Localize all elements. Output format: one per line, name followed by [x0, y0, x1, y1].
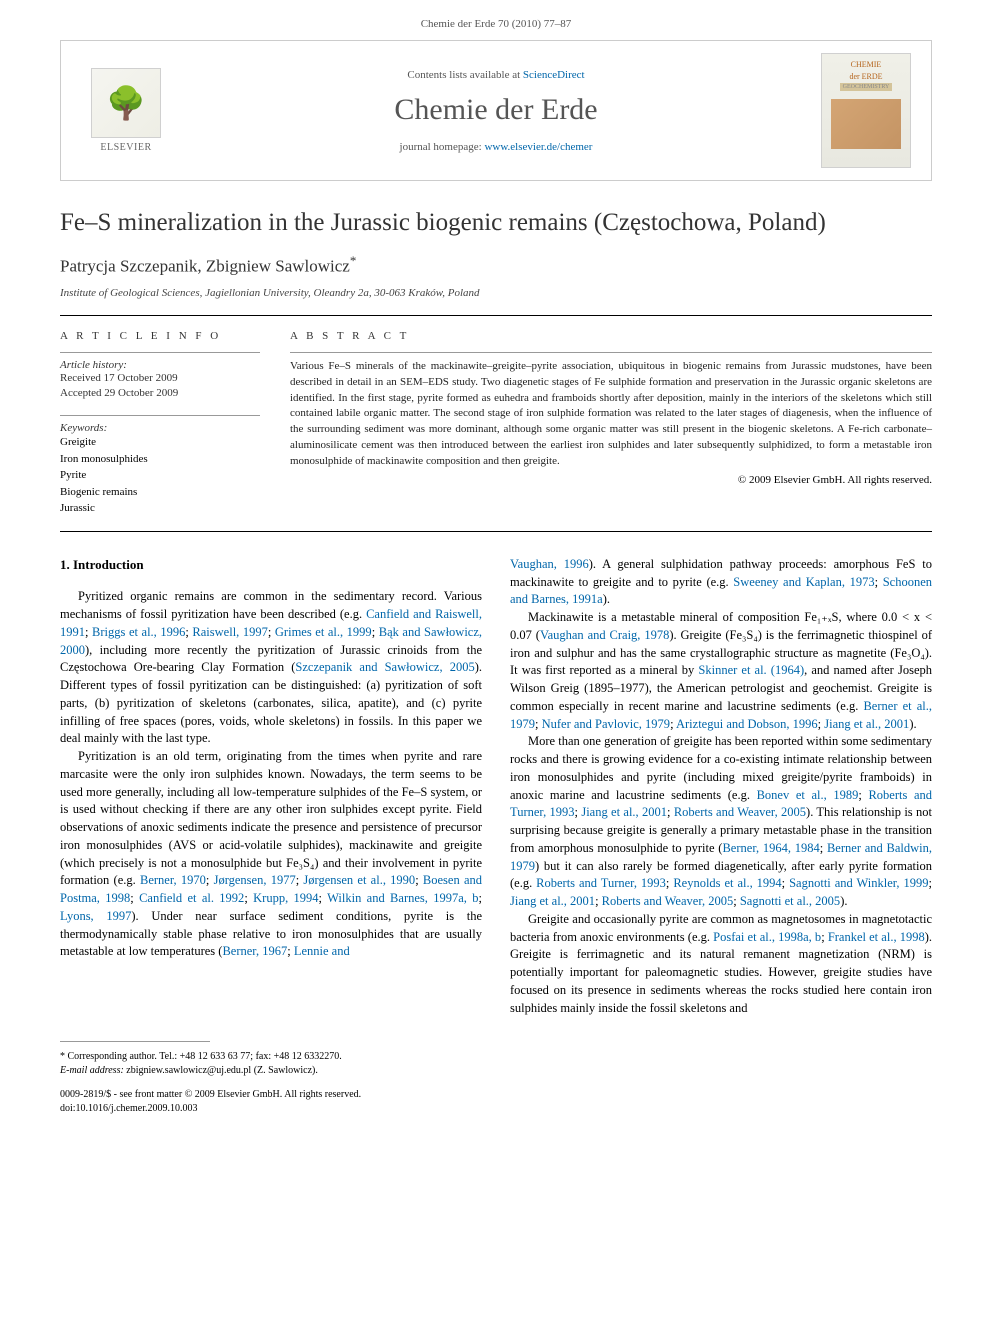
citation-link[interactable]: Berner, 1967	[222, 944, 287, 958]
footnote-block: * Corresponding author. Tel.: +48 12 633…	[0, 1041, 992, 1078]
citation-link[interactable]: Nufer and Pavlovic, 1979	[542, 717, 670, 731]
received-date: Received 17 October 2009	[60, 371, 260, 386]
paragraph: Pyritized organic remains are common in …	[60, 588, 482, 748]
citation-link[interactable]: Roberts and Turner, 1993	[536, 876, 666, 890]
contents-line: Contents lists available at ScienceDirec…	[181, 69, 811, 81]
citation-link[interactable]: Jørgensen, 1977	[214, 873, 296, 887]
paragraph: Mackinawite is a metastable mineral of c…	[510, 609, 932, 733]
paragraph: Vaughan, 1996). A general sulphidation p…	[510, 556, 932, 609]
keyword: Greigite	[60, 434, 260, 451]
article-title: Fe–S mineralization in the Jurassic biog…	[60, 209, 932, 237]
column-right: Vaughan, 1996). A general sulphidation p…	[510, 556, 932, 1018]
divider-top	[60, 315, 932, 316]
affiliation: Institute of Geological Sciences, Jagiel…	[60, 287, 932, 299]
asterisk-icon: *	[60, 1051, 68, 1062]
body-columns: 1. Introduction Pyritized organic remain…	[60, 556, 932, 1018]
footnote-rule	[60, 1041, 210, 1042]
citation-link[interactable]: Roberts and Weaver, 2005	[602, 894, 734, 908]
citation-link[interactable]: Briggs et al., 1996	[92, 625, 185, 639]
citation-link[interactable]: Ariztegui and Dobson, 1996	[676, 717, 818, 731]
citation-link[interactable]: Raiswell, 1997	[192, 625, 267, 639]
keyword: Jurassic	[60, 500, 260, 517]
keyword: Iron monosulphides	[60, 451, 260, 468]
citation-link[interactable]: Wilkin and Barnes, 1997a, b	[327, 891, 478, 905]
citation-link[interactable]: Vaughan, 1996	[510, 557, 589, 571]
citation-link[interactable]: Grimes et al., 1999	[275, 625, 372, 639]
column-left: 1. Introduction Pyritized organic remain…	[60, 556, 482, 1018]
section-heading: 1. Introduction	[60, 556, 482, 574]
citation-link[interactable]: Lyons, 1997	[60, 909, 131, 923]
citation-link[interactable]: Canfield et al. 1992	[139, 891, 244, 905]
cover-title-2: der ERDE	[849, 72, 882, 82]
keywords-list: Greigite Iron monosulphides Pyrite Bioge…	[60, 434, 260, 517]
keywords-label: Keywords:	[60, 422, 260, 434]
doi-block: 0009-2819/$ - see front matter © 2009 El…	[0, 1078, 992, 1136]
paragraph: Pyritization is an old term, originating…	[60, 748, 482, 961]
divider-bottom	[60, 531, 932, 532]
elsevier-tree-icon: 🌳	[91, 68, 161, 138]
info-rule-2	[60, 415, 260, 416]
citation-link[interactable]: Roberts and Weaver, 2005	[674, 805, 806, 819]
homepage-link[interactable]: www.elsevier.de/chemer	[484, 141, 592, 153]
abstract-text: Various Fe–S minerals of the mackinawite…	[290, 359, 932, 471]
citation-link[interactable]: Jørgensen et al., 1990	[303, 873, 415, 887]
article-info-column: A R T I C L E I N F O Article history: R…	[60, 330, 260, 517]
authors: Patrycja Szczepanik, Zbigniew Sawlowicz*	[60, 253, 932, 277]
elsevier-label: ELSEVIER	[100, 142, 151, 153]
email-note: E-mail address: zbigniew.sawlowicz@uj.ed…	[60, 1064, 932, 1078]
doi-line: doi:10.1016/j.chemer.2009.10.003	[60, 1102, 932, 1116]
publisher-logo-block: 🌳 ELSEVIER	[81, 68, 171, 153]
abstract-heading: A B S T R A C T	[290, 330, 932, 342]
history-label: Article history:	[60, 359, 260, 371]
citation-link[interactable]: Vaughan and Craig, 1978	[540, 628, 669, 642]
citation-link[interactable]: Lennie and	[294, 944, 350, 958]
citation-link[interactable]: Posfai et al., 1998a, b	[713, 930, 821, 944]
paragraph: More than one generation of greigite has…	[510, 733, 932, 911]
abstract-copyright: © 2009 Elsevier GmbH. All rights reserve…	[290, 474, 932, 486]
abstract-rule	[290, 352, 932, 353]
cover-subtitle: GEOCHEMISTRY	[840, 83, 893, 91]
journal-title: Chemie der Erde	[181, 93, 811, 127]
keyword: Biogenic remains	[60, 484, 260, 501]
citation-link[interactable]: Jiang et al., 2001	[581, 805, 667, 819]
cover-image	[831, 99, 901, 149]
keyword: Pyrite	[60, 467, 260, 484]
info-rule-1	[60, 352, 260, 353]
citation-link[interactable]: Sagnotti et al., 2005	[740, 894, 840, 908]
citation-link[interactable]: Szczepanik and Sawłowicz, 2005	[295, 660, 474, 674]
citation-link[interactable]: Berner, 1964, 1984	[722, 841, 819, 855]
citation-link[interactable]: Reynolds et al., 1994	[673, 876, 781, 890]
citation-link[interactable]: Jiang et al., 2001	[824, 717, 909, 731]
citation-link[interactable]: Frankel et al., 1998	[828, 930, 925, 944]
running-head: Chemie der Erde 70 (2010) 77–87	[0, 0, 992, 40]
email-link[interactable]: zbigniew.sawlowicz@uj.edu.pl (Z. Sawlowi…	[126, 1065, 318, 1076]
citation-link[interactable]: Bonev et al., 1989	[757, 788, 859, 802]
journal-banner: 🌳 ELSEVIER Contents lists available at S…	[60, 40, 932, 181]
citation-link[interactable]: Sweeney and Kaplan, 1973	[733, 575, 874, 589]
cover-title-1: CHEMIE	[851, 60, 882, 70]
article-info-heading: A R T I C L E I N F O	[60, 330, 260, 342]
citation-link[interactable]: Krupp, 1994	[253, 891, 318, 905]
corresponding-mark: *	[350, 253, 357, 268]
sciencedirect-link[interactable]: ScienceDirect	[523, 69, 585, 81]
info-abstract-row: A R T I C L E I N F O Article history: R…	[60, 330, 932, 517]
citation-link[interactable]: Skinner et al. (1964)	[698, 663, 804, 677]
citation-link[interactable]: Sagnotti and Winkler, 1999	[789, 876, 928, 890]
banner-center: Contents lists available at ScienceDirec…	[171, 69, 821, 153]
citation-link[interactable]: Jiang et al., 2001	[510, 894, 595, 908]
paragraph: Greigite and occasionally pyrite are com…	[510, 911, 932, 1018]
accepted-date: Accepted 29 October 2009	[60, 386, 260, 401]
citation-link[interactable]: Berner, 1970	[140, 873, 206, 887]
homepage-line: journal homepage: www.elsevier.de/chemer	[181, 141, 811, 153]
abstract-column: A B S T R A C T Various Fe–S minerals of…	[290, 330, 932, 517]
journal-cover-thumbnail: CHEMIE der ERDE GEOCHEMISTRY	[821, 53, 911, 168]
corresponding-author-note: * Corresponding author. Tel.: +48 12 633…	[60, 1050, 932, 1064]
front-matter-line: 0009-2819/$ - see front matter © 2009 El…	[60, 1088, 932, 1102]
